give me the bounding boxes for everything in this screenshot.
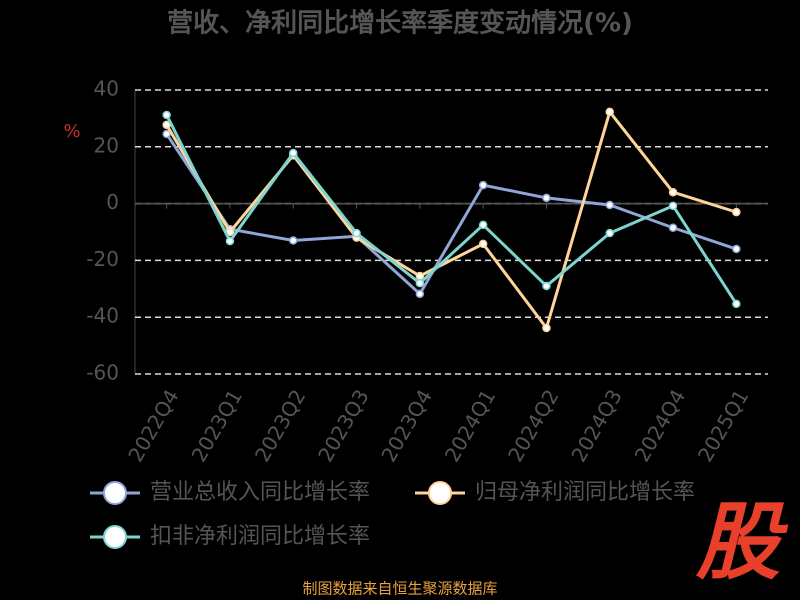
data-point	[732, 244, 741, 254]
legend-label: 归母净利润同比增长率	[475, 480, 695, 505]
legend-label: 营业总收入同比增长率	[150, 480, 370, 505]
data-point	[478, 180, 488, 190]
data-point	[605, 107, 614, 117]
y-tick-label: 0	[106, 190, 119, 214]
legend-label: 扣非净利润同比增长率	[150, 524, 370, 549]
series-line	[165, 114, 738, 305]
data-point	[605, 200, 614, 210]
source-note: 制图数据来自恒生聚源数据库	[302, 580, 497, 598]
series-line	[165, 108, 737, 332]
data-point	[732, 207, 741, 217]
data-point	[542, 193, 551, 203]
data-point	[478, 239, 488, 249]
data-point	[668, 223, 678, 232]
data-point	[352, 228, 361, 238]
data-point	[542, 281, 551, 291]
series-line	[165, 133, 737, 297]
chart-title: 营收、净利同比增长率季度变动情况(%)	[167, 8, 633, 39]
data-point	[162, 129, 171, 139]
y-tick-label: -60	[86, 361, 119, 385]
data-point	[605, 228, 614, 238]
data-point	[225, 236, 235, 246]
y-tick-label: -40	[86, 304, 119, 328]
legend-marker	[103, 481, 127, 505]
data-point	[415, 278, 425, 288]
data-point	[732, 299, 741, 309]
data-point	[478, 220, 488, 230]
logo: 股	[695, 493, 789, 591]
data-point	[289, 148, 298, 158]
y-tick-label: 40	[94, 77, 119, 101]
data-point	[668, 201, 678, 211]
y-tick-label: 20	[94, 133, 119, 157]
y-tick-label: -20	[86, 247, 119, 271]
data-point	[415, 271, 425, 281]
legend-marker	[428, 481, 452, 505]
data-point	[162, 110, 171, 120]
data-point	[415, 289, 425, 299]
data-point	[289, 236, 298, 245]
y-axis-label: %	[63, 121, 80, 142]
data-point	[668, 187, 678, 197]
legend-marker	[103, 525, 127, 549]
data-point	[542, 323, 551, 333]
